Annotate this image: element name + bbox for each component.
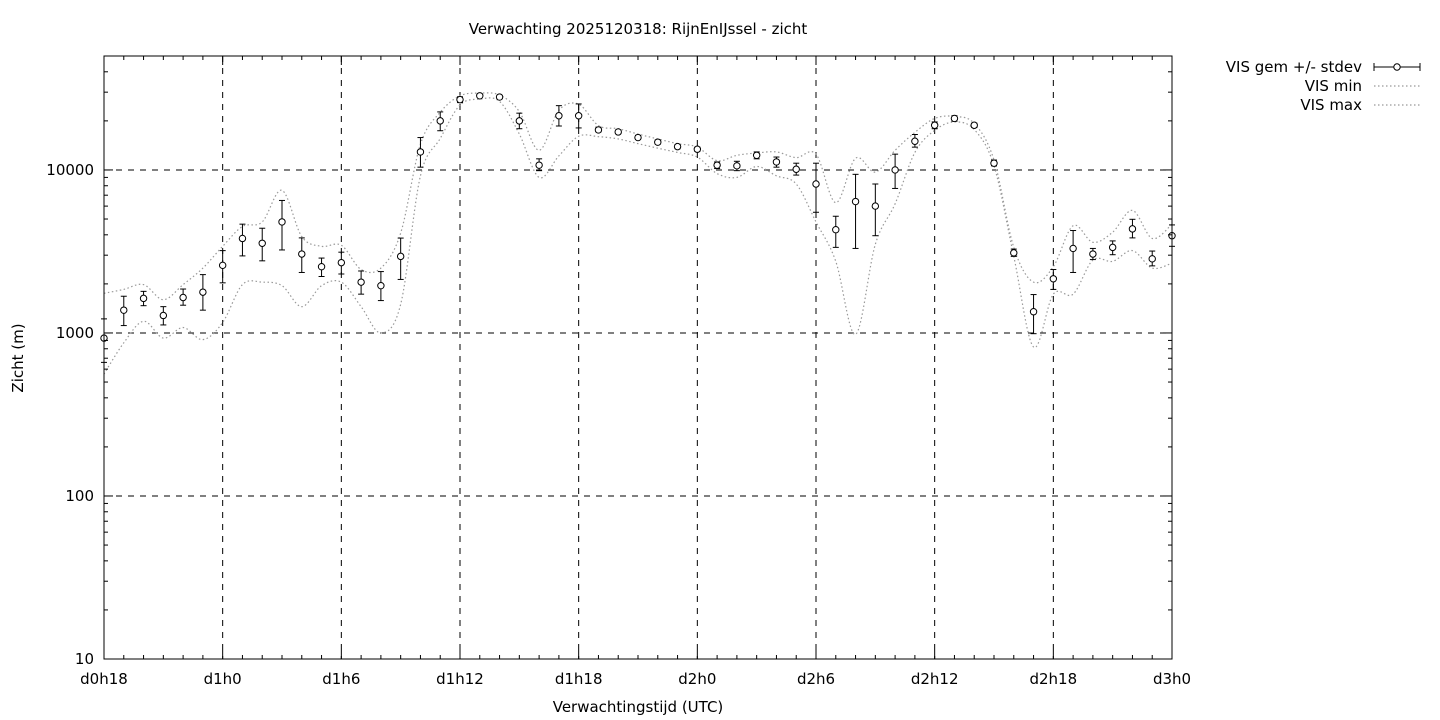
data-point: [970, 121, 978, 129]
chart-title: Verwachting 2025120318: RijnEnIJssel - z…: [469, 20, 808, 38]
grid: [104, 56, 1172, 659]
data-point: [337, 258, 346, 267]
data-point: [436, 117, 444, 125]
data-point: [555, 112, 563, 120]
data-point: [396, 252, 405, 261]
data-point: [1148, 255, 1156, 263]
series-vis-gem: [100, 92, 1176, 363]
data-point: [1128, 225, 1137, 233]
data-point: [139, 294, 148, 303]
data-point: [199, 288, 207, 296]
vis-min-line: [103, 97, 1173, 375]
data-point: [851, 197, 860, 206]
data-point: [218, 261, 227, 270]
data-point: [792, 165, 800, 173]
data-point: [1029, 308, 1038, 316]
x-tick-label: d3h0: [1153, 670, 1191, 688]
series-vis-min: [103, 97, 1173, 375]
data-point: [832, 225, 840, 234]
y-tick-label: 100: [65, 487, 94, 505]
legend-label: VIS min: [1305, 77, 1362, 95]
data-point: [930, 121, 939, 129]
vis-max-line: [103, 92, 1173, 301]
data-point: [594, 126, 603, 134]
data-point: [911, 137, 919, 145]
data-point: [1108, 243, 1117, 252]
data-point: [812, 180, 820, 188]
data-point: [377, 281, 385, 290]
x-tick-label: d1h12: [436, 670, 484, 688]
data-point: [614, 128, 622, 136]
data-point: [1010, 249, 1018, 257]
data-point: [693, 145, 702, 153]
data-point: [634, 133, 642, 142]
x-tick-label: d0h18: [80, 670, 128, 688]
x-tick-label: d2h6: [797, 670, 835, 688]
data-point: [357, 278, 365, 286]
data-point: [495, 93, 504, 101]
legend-sample-point: [1393, 63, 1401, 71]
axis-ticks: d0h18 d1h0 d1h6 d1h12 d1h18 d2h0 d2h6 d2h12 d2h1…: [46, 55, 1191, 688]
y-tick-label: 1000: [56, 324, 94, 342]
y-axis-label: Zicht (m): [9, 323, 27, 392]
data-point: [772, 158, 781, 166]
legend-label: VIS gem +/- stdev: [1226, 58, 1362, 76]
plot-frame: [103, 55, 1173, 660]
data-point: [1069, 244, 1077, 253]
data-point: [317, 262, 326, 271]
data-point: [752, 151, 761, 159]
data-point: [456, 95, 464, 104]
data-point: [238, 234, 247, 243]
x-tick-label: d1h18: [555, 670, 603, 688]
data-point: [950, 114, 959, 123]
data-point: [1089, 250, 1097, 258]
data-point: [258, 239, 266, 247]
x-axis-label: Verwachtingstijd (UTC): [553, 698, 724, 716]
data-point: [476, 92, 484, 100]
data-point: [990, 159, 998, 167]
data-point: [654, 138, 662, 146]
data-point: [298, 250, 306, 258]
data-point: [120, 306, 128, 314]
data-point: [713, 161, 721, 169]
data-point: [574, 112, 583, 120]
data-point: [515, 117, 524, 125]
data-point: [733, 162, 741, 170]
x-tick-label: d1h0: [204, 670, 242, 688]
data-point: [535, 161, 543, 169]
y-tick-label: 10: [75, 650, 94, 668]
x-tick-label: d2h0: [678, 670, 716, 688]
data-point: [159, 311, 168, 320]
series-vis-max: [103, 92, 1173, 301]
x-tick-label: d2h12: [911, 670, 959, 688]
data-point: [179, 293, 187, 302]
y-tick-label: 10000: [46, 161, 94, 179]
legend-label: VIS max: [1300, 96, 1362, 114]
data-point: [673, 142, 682, 151]
x-tick-label: d1h6: [322, 670, 360, 688]
data-point: [416, 148, 425, 156]
data-point: [891, 166, 899, 174]
data-point: [1049, 275, 1058, 283]
data-point: [278, 218, 286, 226]
x-tick-label: d2h18: [1029, 670, 1077, 688]
data-point: [871, 202, 880, 210]
